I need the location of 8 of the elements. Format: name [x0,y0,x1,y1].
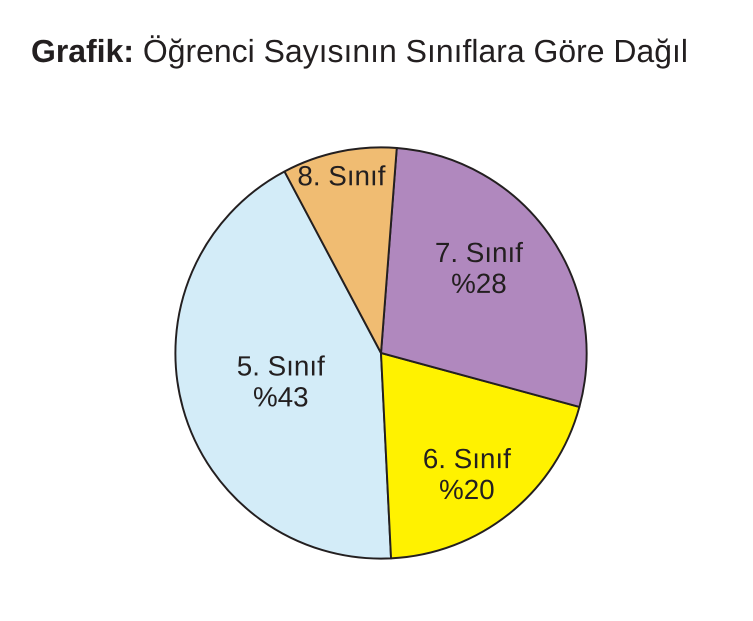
data-label: %28 [452,274,506,294]
slice-label: 7. Sınıf [436,242,523,262]
slice-label: 5. Sınıf [238,355,325,376]
chart-title: Grafik: Öğrenci Sayısının Sınıflara Göre Dağıl [32,35,686,69]
data-label: %43 [254,386,308,407]
slice-label: 8. Sınıf [298,165,386,186]
slice-label: 6. Sınıf [424,448,511,468]
data-label: %20 [440,480,494,500]
